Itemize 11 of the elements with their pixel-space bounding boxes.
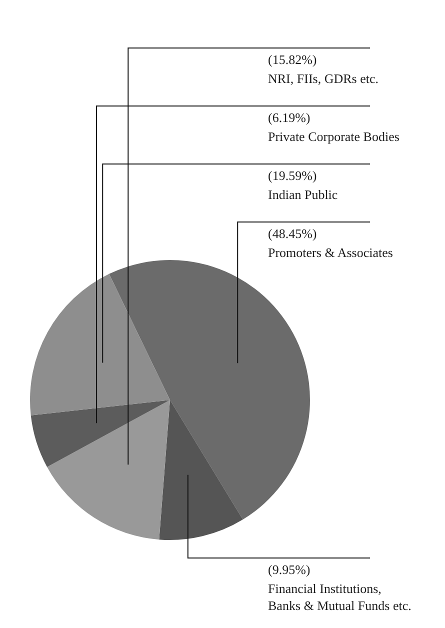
data-label: (9.95%) [268, 562, 310, 577]
pie-slice [109, 260, 310, 520]
slice-label: Promoters & Associates [268, 245, 393, 260]
slice-label: NRI, FIIs, GDRs etc. [268, 71, 378, 86]
data-label: (15.82%) [268, 52, 317, 67]
data-label: (6.19%) [268, 110, 310, 125]
data-label: (48.45%) [268, 226, 317, 241]
data-label: (19.59%) [268, 168, 317, 183]
slice-label: Indian Public [268, 187, 338, 202]
slice-label: Private Corporate Bodies [268, 129, 400, 144]
slice-label: Financial Institutions, Banks & Mutual Funds etc. [268, 581, 412, 613]
